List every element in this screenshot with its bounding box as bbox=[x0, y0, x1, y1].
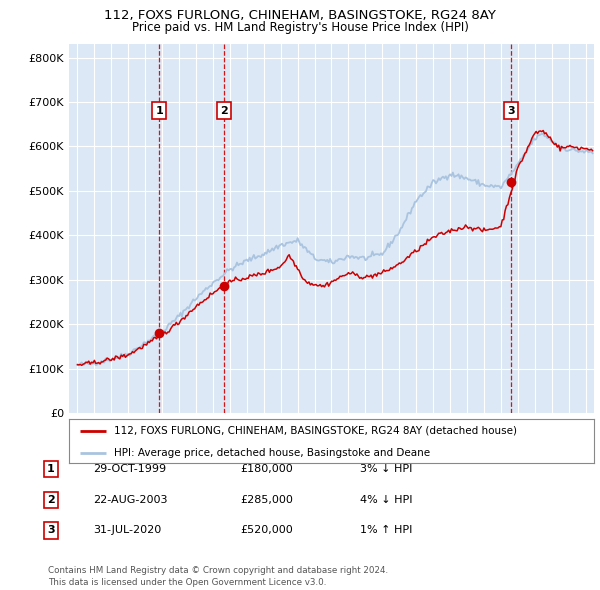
Text: 112, FOXS FURLONG, CHINEHAM, BASINGSTOKE, RG24 8AY: 112, FOXS FURLONG, CHINEHAM, BASINGSTOKE… bbox=[104, 9, 496, 22]
Text: 3% ↓ HPI: 3% ↓ HPI bbox=[360, 464, 412, 474]
Text: 2: 2 bbox=[47, 495, 55, 504]
Text: 31-JUL-2020: 31-JUL-2020 bbox=[93, 526, 161, 535]
Text: 1: 1 bbox=[47, 464, 55, 474]
Text: HPI: Average price, detached house, Basingstoke and Deane: HPI: Average price, detached house, Basi… bbox=[113, 448, 430, 458]
Text: £520,000: £520,000 bbox=[240, 526, 293, 535]
Text: 112, FOXS FURLONG, CHINEHAM, BASINGSTOKE, RG24 8AY (detached house): 112, FOXS FURLONG, CHINEHAM, BASINGSTOKE… bbox=[113, 426, 517, 436]
Text: 22-AUG-2003: 22-AUG-2003 bbox=[93, 495, 167, 504]
Text: 4% ↓ HPI: 4% ↓ HPI bbox=[360, 495, 413, 504]
Text: 1% ↑ HPI: 1% ↑ HPI bbox=[360, 526, 412, 535]
Text: 1: 1 bbox=[155, 106, 163, 116]
Text: 3: 3 bbox=[47, 526, 55, 535]
Text: Price paid vs. HM Land Registry's House Price Index (HPI): Price paid vs. HM Land Registry's House … bbox=[131, 21, 469, 34]
Text: £285,000: £285,000 bbox=[240, 495, 293, 504]
Text: Contains HM Land Registry data © Crown copyright and database right 2024.
This d: Contains HM Land Registry data © Crown c… bbox=[48, 566, 388, 587]
Text: 29-OCT-1999: 29-OCT-1999 bbox=[93, 464, 166, 474]
Text: £180,000: £180,000 bbox=[240, 464, 293, 474]
Text: 2: 2 bbox=[220, 106, 227, 116]
Text: 3: 3 bbox=[507, 106, 514, 116]
